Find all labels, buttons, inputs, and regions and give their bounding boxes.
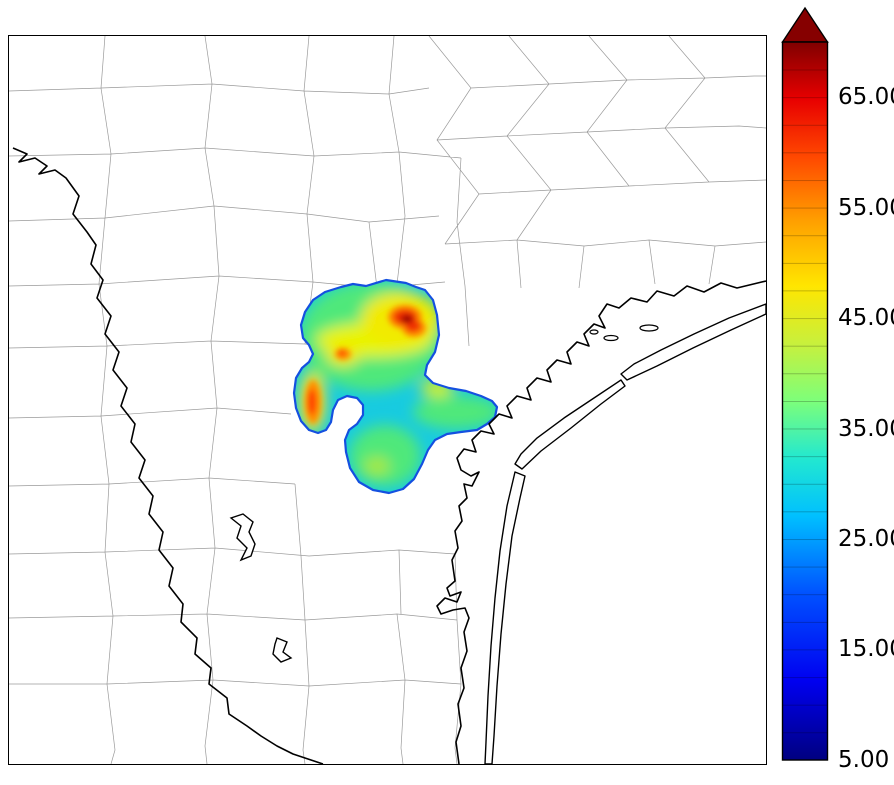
colorbar-canvas: [781, 6, 829, 761]
colorbar-tick-label: 15.00: [838, 636, 894, 662]
colorbar-tick-label: 45.00: [838, 305, 894, 331]
colorbar: [781, 6, 829, 762]
data-plume: [292, 278, 499, 495]
colorbar-tick-label: 35.00: [838, 416, 894, 442]
colorbar-tick-label: 5.00: [838, 747, 890, 773]
lake: [229, 513, 293, 663]
barrier-islands: [484, 303, 766, 764]
colorbar-tick-label: 55.00: [838, 195, 894, 221]
bay-islets: [589, 324, 659, 342]
coastline: [436, 280, 766, 764]
colorbar-tick-label: 65.00: [838, 84, 894, 110]
colorbar-over-arrow: [781, 6, 829, 43]
county-boundaries: [9, 36, 766, 764]
map-plot-frame: [8, 35, 767, 765]
colorbar-outline: [781, 41, 829, 761]
map-canvas: [9, 36, 766, 764]
border-river: [12, 147, 324, 764]
colorbar-tick-label: 25.00: [838, 526, 894, 552]
colorbar-segments: [782, 42, 828, 760]
plume-outline: [292, 278, 499, 495]
